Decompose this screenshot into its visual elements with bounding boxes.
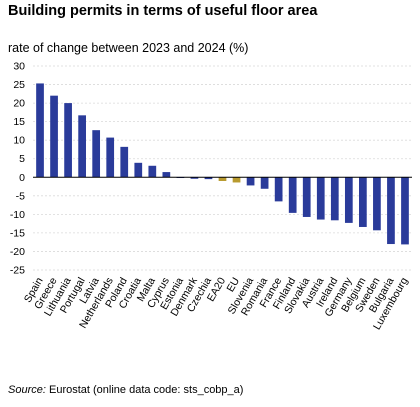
bar-bulgaria: [387, 177, 395, 245]
x-axis-labels: SpainGreeceLithuaniaPortugalLatviaNether…: [22, 275, 411, 332]
y-tick-label: -5: [16, 190, 25, 202]
bar-malta: [148, 165, 157, 178]
chart-subtitle: rate of change between 2023 and 2024 (%): [8, 41, 249, 55]
y-tick-label: -20: [10, 246, 25, 258]
bar-denmark: [190, 177, 199, 179]
bar-belgium: [359, 177, 367, 227]
bar-portugal: [78, 115, 86, 178]
gridlines: [33, 65, 412, 271]
bar-poland: [120, 146, 129, 178]
y-tick-label: -10: [10, 209, 25, 221]
source-label: Source:: [8, 384, 46, 396]
bar-lithuania: [64, 103, 72, 178]
bar-germany: [344, 177, 353, 223]
bar-austria: [316, 177, 325, 220]
bar-czechia: [204, 177, 213, 180]
source-note: Source: Eurostat (online data code: sts_…: [8, 384, 243, 397]
bar-romania: [260, 177, 269, 189]
bar-eu: [232, 177, 241, 183]
bar-ea20: [218, 177, 227, 181]
bar-france: [274, 177, 283, 202]
bar-spain: [36, 83, 44, 178]
bars: [36, 83, 409, 245]
bar-latvia: [92, 130, 101, 178]
y-tick-label: 0: [19, 172, 25, 184]
y-axis-ticks: 30 25 20 15 10 5 0 -5 -10 -15 -20 -25: [10, 61, 25, 277]
bar-sweden: [373, 177, 381, 231]
y-tick-label: 20: [13, 98, 25, 110]
bar-luxembourg: [401, 177, 409, 245]
bar-croatia: [134, 162, 143, 178]
bar-chart: 30 25 20 15 10 5 0 -5 -10 -15 -20 -25 SpainGreeceLi…: [10, 61, 412, 332]
source-text: Eurostat (online data code: sts_cobp_a): [48, 384, 244, 396]
y-tick-label: -15: [10, 227, 25, 239]
y-tick-label: 10: [13, 135, 25, 147]
bar-slovenia: [246, 177, 255, 186]
y-tick-label: -25: [10, 265, 25, 277]
y-tick-label: 5: [19, 153, 25, 165]
bar-cyprus: [162, 172, 171, 178]
y-tick-label: 15: [13, 116, 25, 128]
chart-title: Building permits in terms of useful floo…: [8, 3, 318, 19]
bar-ireland: [330, 177, 339, 221]
bar-finland: [288, 177, 297, 213]
y-tick-label: 25: [13, 79, 25, 91]
bar-greece: [50, 95, 58, 178]
y-tick-label: 30: [13, 61, 25, 73]
bar-netherlands: [106, 137, 115, 178]
bar-slovakia: [302, 177, 311, 217]
